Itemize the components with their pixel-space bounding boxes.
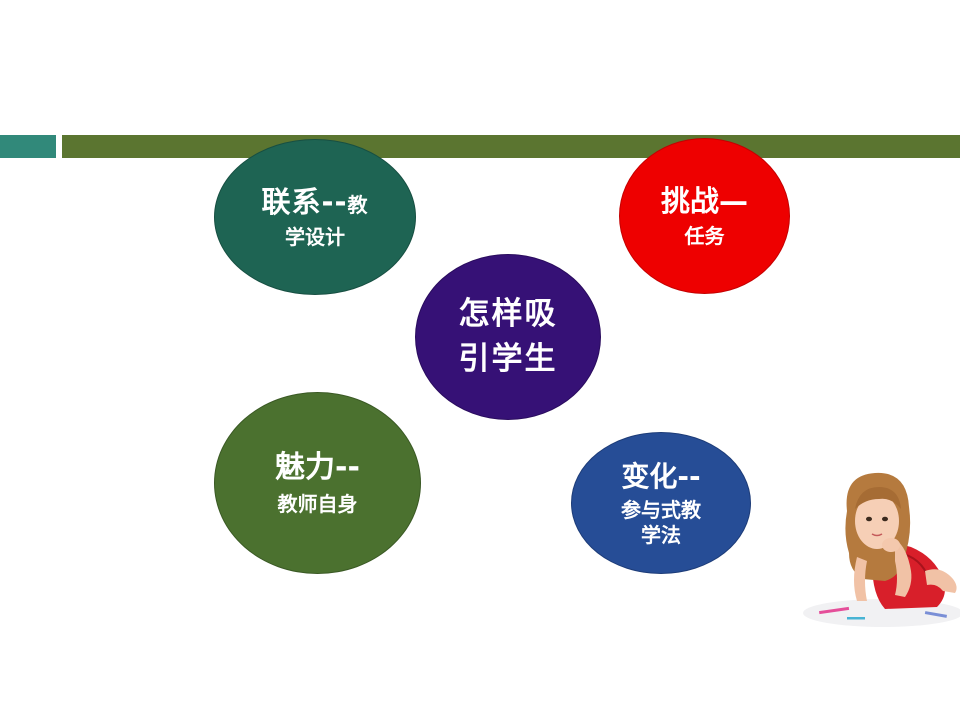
circle-connect-teaching-design: 联系--教 学设计: [214, 139, 416, 295]
girl-lying-thinking-photo: [803, 461, 960, 631]
circle-change-line3: 学法: [641, 522, 681, 547]
circle-connect-line2: 学设计: [285, 224, 345, 249]
circle-center-attract-students: 怎样吸 引学生: [415, 254, 601, 420]
circle-charm-line1: 魅力--: [275, 449, 360, 485]
circle-center-line1: 怎样吸: [458, 296, 558, 333]
circle-charm-teacher-self: 魅力-- 教师自身: [214, 392, 421, 574]
circle-connect-line1: 联系--教: [261, 185, 369, 220]
circle-challenge-line2: 任务: [684, 223, 725, 248]
circle-center-line2: 引学生: [458, 341, 558, 377]
header-accent-bar: [0, 135, 56, 158]
circle-challenge-task: 挑战— 任务: [619, 138, 790, 294]
circle-change-line2: 参与式教: [621, 497, 701, 522]
circle-change-line1: 变化--: [621, 459, 701, 493]
circle-challenge-line1: 挑战—: [660, 184, 748, 219]
circle-change-participatory: 变化-- 参与式教 学法: [571, 432, 751, 574]
circle-charm-line2: 教师自身: [277, 492, 358, 517]
header-bar: [62, 135, 960, 158]
